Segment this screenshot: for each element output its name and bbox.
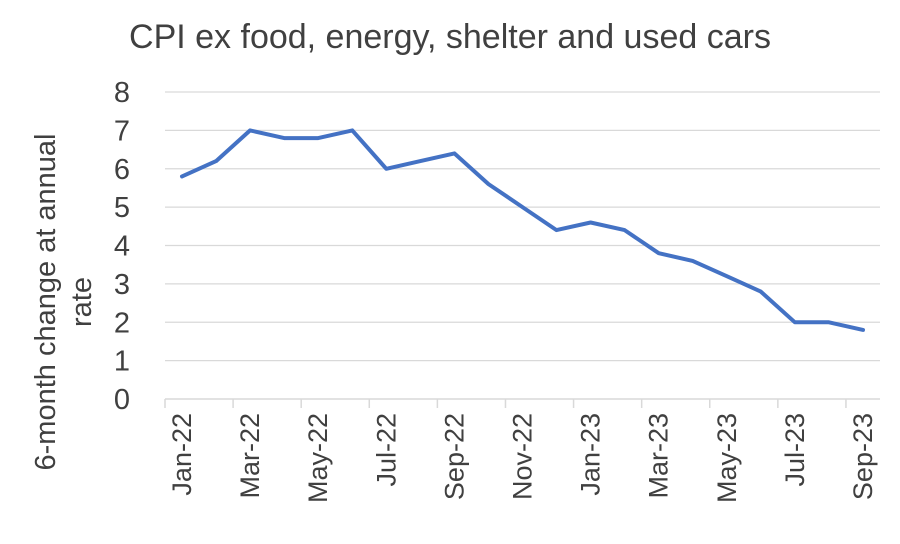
y-axis-label: 6-month change at annual rate bbox=[30, 134, 98, 471]
data-point bbox=[521, 205, 525, 209]
data-point bbox=[793, 320, 797, 324]
series-line bbox=[180, 128, 865, 332]
x-tick-label: Jul-22 bbox=[371, 413, 401, 487]
data-point bbox=[589, 220, 593, 224]
y-tick-label: 2 bbox=[114, 307, 130, 339]
y-axis-label-line-1: 6-month change at annual bbox=[30, 134, 62, 471]
data-point bbox=[350, 128, 354, 132]
data-point bbox=[384, 167, 388, 171]
y-tick-label: 4 bbox=[114, 231, 130, 263]
data-point bbox=[861, 328, 865, 332]
data-point bbox=[248, 128, 252, 132]
data-point bbox=[418, 159, 422, 163]
x-tick-label: Jan-23 bbox=[576, 413, 606, 496]
data-point bbox=[555, 228, 559, 232]
y-tick-label: 1 bbox=[114, 346, 130, 378]
data-point bbox=[214, 159, 218, 163]
y-tick-label: 0 bbox=[114, 384, 130, 416]
x-tick-label: May-23 bbox=[712, 413, 742, 503]
x-tick-label: Jul-23 bbox=[780, 413, 810, 487]
x-tick-label: May-22 bbox=[303, 413, 333, 503]
series-layer bbox=[180, 128, 865, 332]
data-point bbox=[657, 251, 661, 255]
data-point bbox=[759, 290, 763, 294]
data-point bbox=[316, 136, 320, 140]
x-tick-label: Jan-22 bbox=[167, 413, 197, 496]
y-tick-label: 8 bbox=[114, 77, 130, 109]
x-tick-label: Sep-23 bbox=[848, 413, 878, 500]
y-tick-label: 3 bbox=[114, 269, 130, 301]
y-axis-label-line-2: rate bbox=[66, 277, 98, 327]
data-point bbox=[486, 182, 490, 186]
y-tick-label: 6 bbox=[114, 154, 130, 186]
data-point bbox=[827, 320, 831, 324]
data-point bbox=[282, 136, 286, 140]
data-point bbox=[691, 259, 695, 263]
x-tick-label: Mar-22 bbox=[235, 413, 265, 499]
data-point bbox=[725, 274, 729, 278]
chart-title: CPI ex food, energy, shelter and used ca… bbox=[129, 18, 771, 56]
data-point bbox=[180, 174, 184, 178]
data-point bbox=[623, 228, 627, 232]
x-axis: Jan-22 Mar-22 May-22 Jul-22 Sep-22 Nov-22 Jan-… bbox=[164, 398, 880, 503]
y-tick-labels: 0 1 2 3 4 5 6 7 8 bbox=[114, 77, 130, 416]
x-tick-label: Mar-23 bbox=[644, 413, 674, 499]
data-point bbox=[452, 151, 456, 155]
x-tick-label: Nov-22 bbox=[508, 413, 538, 500]
gridlines bbox=[165, 91, 880, 362]
y-tick-label: 7 bbox=[114, 115, 130, 147]
x-tick-label: Sep-22 bbox=[439, 413, 469, 500]
y-tick-label: 5 bbox=[114, 192, 130, 224]
